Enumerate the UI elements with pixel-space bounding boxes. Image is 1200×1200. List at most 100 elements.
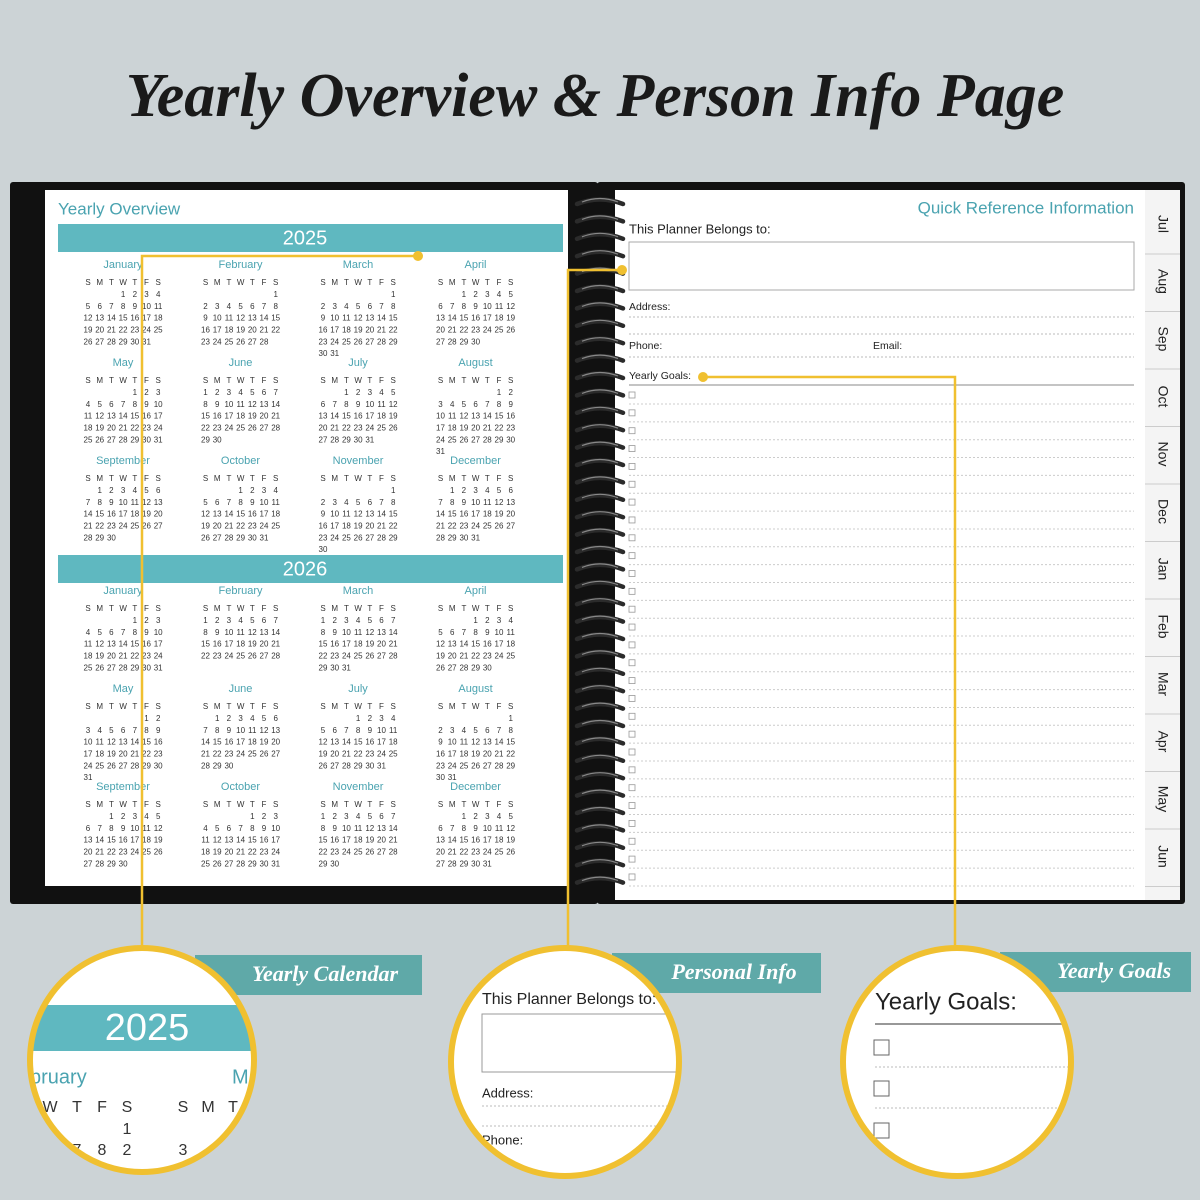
weekday: S: [391, 474, 396, 483]
day: 26: [154, 848, 163, 857]
day: 24: [365, 424, 374, 433]
zoom-year: 2025: [105, 1007, 190, 1049]
day: 13: [213, 510, 222, 519]
day: 9: [321, 314, 326, 323]
weekday: W: [354, 376, 362, 385]
weekday: T: [461, 604, 466, 613]
day: 7: [262, 302, 267, 311]
day: 20: [260, 640, 269, 649]
coil: [574, 580, 626, 590]
checkbox: [628, 623, 636, 631]
day: 30: [436, 773, 445, 782]
weekday: S: [203, 376, 208, 385]
day: 19: [459, 424, 468, 433]
day: 9: [262, 824, 267, 833]
day: 14: [107, 314, 116, 323]
day: 14: [130, 738, 139, 747]
weekday: F: [144, 800, 149, 809]
day: 7: [485, 400, 490, 409]
day: 15: [213, 738, 222, 747]
day: 6: [273, 714, 278, 723]
weekday: S: [85, 278, 90, 287]
weekday: W: [472, 800, 480, 809]
weekday: W: [354, 702, 362, 711]
day: 25: [236, 424, 245, 433]
day: 28: [448, 859, 457, 868]
day: 7: [203, 726, 208, 735]
day: 5: [462, 400, 467, 409]
day: 7: [238, 824, 243, 833]
day: 23: [119, 848, 128, 857]
day: 1: [508, 714, 513, 723]
weekday: T: [344, 702, 349, 711]
checkbox: [628, 516, 636, 524]
day: 18: [495, 314, 504, 323]
day: 4: [203, 824, 208, 833]
address-label: Address:: [629, 301, 670, 313]
day: 17: [365, 412, 374, 421]
day: 23: [107, 522, 116, 531]
day: 1: [215, 714, 220, 723]
day: 5: [156, 812, 161, 821]
day: 5: [262, 714, 267, 723]
day: 11: [201, 836, 210, 845]
coil-shine: [581, 354, 619, 360]
day: 1: [203, 616, 208, 625]
day: 25: [224, 337, 233, 346]
day: 19: [201, 522, 210, 531]
checkbox: [628, 712, 636, 720]
day: 1: [97, 486, 102, 495]
checkbox: [628, 695, 636, 702]
day: 29: [95, 533, 104, 542]
day: 11: [236, 628, 245, 637]
day: 9: [227, 726, 232, 735]
weekday: F: [497, 376, 502, 385]
day: 8: [238, 498, 243, 507]
weekday: T: [226, 474, 231, 483]
year-band: [30, 1005, 254, 1051]
day: 24: [224, 424, 233, 433]
day: 30: [224, 761, 233, 770]
day: 12: [506, 302, 515, 311]
coil: [574, 197, 626, 207]
weekday: T: [109, 474, 114, 483]
day: 16: [330, 836, 339, 845]
day: 20: [84, 848, 93, 857]
day: 26: [107, 761, 116, 770]
day: 13: [119, 738, 128, 747]
coil: [574, 875, 626, 885]
weekday: S: [273, 702, 278, 711]
weekday: S: [156, 474, 161, 483]
day: 19: [436, 652, 445, 661]
day: 9: [473, 824, 478, 833]
day: 13: [260, 628, 269, 637]
checkbox: [628, 427, 636, 435]
day: 9: [462, 498, 467, 507]
weekday: S: [320, 604, 325, 613]
weekday: S: [438, 800, 443, 809]
day: 26: [84, 337, 93, 346]
weekday: T: [367, 604, 372, 613]
day: 27: [213, 533, 222, 542]
day: 1: [238, 486, 243, 495]
day: 28: [377, 533, 386, 542]
weekday: S: [85, 474, 90, 483]
coil-shine: [581, 528, 619, 534]
day: 20: [248, 326, 257, 335]
day: 7: [97, 824, 102, 833]
day: 10: [330, 314, 339, 323]
day: 25: [354, 652, 363, 661]
day: 17: [271, 836, 280, 845]
weekday: T: [344, 376, 349, 385]
day: 30: [142, 435, 151, 444]
day: 13: [436, 314, 445, 323]
coil-shine: [581, 719, 619, 725]
month-name: March: [343, 259, 374, 271]
day: 3: [156, 388, 161, 397]
day: 14: [389, 628, 398, 637]
day: 20: [260, 412, 269, 421]
weekday: T: [226, 800, 231, 809]
day: 19: [95, 424, 104, 433]
day: 10: [330, 510, 339, 519]
day: 21: [271, 412, 280, 421]
